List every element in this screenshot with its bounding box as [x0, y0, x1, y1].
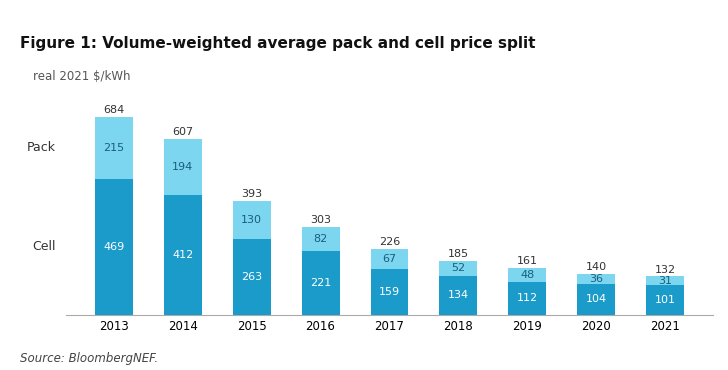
- Text: 194: 194: [172, 162, 194, 172]
- Bar: [577, 274, 615, 285]
- Text: 48: 48: [521, 270, 534, 280]
- Text: 82: 82: [314, 234, 328, 244]
- Bar: [577, 285, 615, 314]
- Text: 101: 101: [654, 295, 676, 305]
- Text: Source: BloombergNEF.: Source: BloombergNEF.: [20, 353, 158, 366]
- Bar: [164, 195, 202, 314]
- Text: 31: 31: [658, 276, 672, 286]
- Text: 607: 607: [172, 127, 193, 137]
- Text: 104: 104: [586, 295, 607, 305]
- Text: 226: 226: [379, 238, 400, 248]
- Text: Pack: Pack: [27, 141, 56, 154]
- Bar: [508, 282, 546, 314]
- Text: 469: 469: [103, 242, 124, 252]
- Bar: [646, 285, 684, 314]
- Text: 263: 263: [241, 272, 262, 282]
- Bar: [233, 201, 271, 239]
- Text: 159: 159: [379, 286, 400, 296]
- Text: 132: 132: [654, 265, 676, 275]
- Bar: [301, 227, 339, 250]
- Text: 393: 393: [241, 189, 262, 199]
- Bar: [508, 268, 546, 282]
- Text: Cell: Cell: [32, 240, 56, 253]
- Text: 221: 221: [310, 278, 331, 287]
- Text: 185: 185: [448, 249, 469, 259]
- Text: 36: 36: [589, 274, 604, 284]
- Text: 215: 215: [103, 143, 124, 153]
- Text: Figure 1: Volume-weighted average pack and cell price split: Figure 1: Volume-weighted average pack a…: [20, 36, 536, 51]
- Bar: [371, 249, 408, 269]
- Bar: [95, 179, 132, 314]
- Text: 134: 134: [448, 290, 469, 300]
- Bar: [440, 276, 478, 314]
- Text: 140: 140: [586, 262, 607, 272]
- Text: 303: 303: [310, 215, 331, 225]
- Text: 112: 112: [517, 293, 538, 303]
- Text: 67: 67: [382, 254, 397, 264]
- Bar: [233, 239, 271, 314]
- Text: 161: 161: [517, 256, 538, 266]
- Text: 52: 52: [451, 263, 465, 273]
- Bar: [371, 269, 408, 314]
- Bar: [646, 276, 684, 285]
- Text: 130: 130: [241, 215, 262, 225]
- Bar: [95, 117, 132, 179]
- Text: 412: 412: [172, 250, 194, 260]
- Text: real 2021 $/kWh: real 2021 $/kWh: [33, 70, 130, 83]
- Bar: [440, 261, 478, 276]
- Text: 684: 684: [103, 105, 124, 115]
- Bar: [301, 250, 339, 314]
- Bar: [164, 139, 202, 195]
